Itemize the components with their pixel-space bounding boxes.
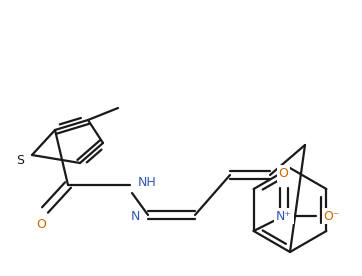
Text: O: O xyxy=(36,218,46,231)
Text: N⁺: N⁺ xyxy=(275,209,292,222)
Text: S: S xyxy=(16,153,24,166)
Text: N: N xyxy=(131,209,140,222)
Text: O: O xyxy=(279,167,289,180)
Text: O⁻: O⁻ xyxy=(324,209,340,222)
Text: NH: NH xyxy=(138,176,157,190)
